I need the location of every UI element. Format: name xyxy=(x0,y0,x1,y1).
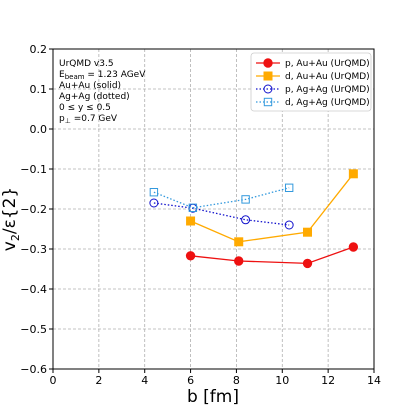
legend-label: d, Au+Au (UrQMD) xyxy=(285,72,370,82)
series-line-0 xyxy=(190,246,354,265)
x-tick-label: 4 xyxy=(141,374,148,387)
data-point xyxy=(284,220,294,230)
series-3 xyxy=(149,183,294,213)
data-point xyxy=(188,203,198,213)
data-point xyxy=(348,242,359,252)
data-point xyxy=(186,216,196,226)
legend-item-3: d, Ag+Ag (UrQMD) xyxy=(256,97,370,108)
legend-item-0: p, Au+Au (UrQMD) xyxy=(256,58,370,69)
annotation: UrQMD v3.5 Ebeam = 1.23 AGeV Au+Au (soli… xyxy=(59,59,146,125)
annotation-line-5: 0 ≤ y ≤ 0.5 xyxy=(59,103,111,113)
series-line-1 xyxy=(190,173,354,243)
legend-box xyxy=(250,52,372,112)
legend-marker xyxy=(263,58,273,68)
legend-item-1: d, Au+Au (UrQMD) xyxy=(256,71,370,82)
y-tick-label: −0.1 xyxy=(20,163,47,176)
data-point xyxy=(241,195,250,204)
y-tick-label: 0.1 xyxy=(30,83,48,96)
data-point xyxy=(303,227,313,237)
y-tick-label: −0.4 xyxy=(20,283,47,296)
annotation-line-6: p⊥ =0.7 GeV xyxy=(59,114,118,125)
x-tick-label: 0 xyxy=(50,374,57,387)
y-tick-label: 0.0 xyxy=(30,123,48,136)
y-tick-label: −0.2 xyxy=(20,203,47,216)
data-point xyxy=(149,198,159,208)
legend-marker xyxy=(263,71,273,81)
series-0 xyxy=(185,242,359,269)
y-axis-label: v2/ε{2} xyxy=(0,187,22,251)
series xyxy=(149,169,359,269)
series-1 xyxy=(186,169,358,247)
y-tick-label: 0.2 xyxy=(30,43,48,56)
x-tick-label: 2 xyxy=(95,374,102,387)
y-tick-label: −0.3 xyxy=(20,243,47,256)
x-axis-label: b [fm] xyxy=(187,387,239,407)
legend: p, Au+Au (UrQMD) d, Au+Au (UrQMD) p, Ag+Ag… xyxy=(250,52,372,112)
data-point xyxy=(234,237,244,247)
legend-label: p, Au+Au (UrQMD) xyxy=(285,59,370,69)
data-point xyxy=(234,256,244,266)
data-point xyxy=(284,183,294,193)
y-tick-label: −0.5 xyxy=(20,323,47,336)
data-point xyxy=(241,215,251,225)
y-tick-label: −0.6 xyxy=(20,363,47,376)
legend-label: d, Ag+Ag (UrQMD) xyxy=(285,98,370,108)
annotation-line-1: UrQMD v3.5 xyxy=(59,59,114,69)
annotation-line-4: Ag+Ag (dotted) xyxy=(59,92,130,102)
legend-marker xyxy=(263,97,273,107)
data-point xyxy=(149,188,159,197)
plot-frame xyxy=(52,48,375,370)
x-tick-label: 8 xyxy=(233,374,240,387)
legend-item-2: p, Ag+Ag (UrQMD) xyxy=(256,84,370,95)
data-point xyxy=(185,251,196,261)
x-tick-label: 12 xyxy=(321,374,335,387)
series-line-3 xyxy=(153,187,290,209)
x-tick-label: 6 xyxy=(187,374,194,387)
series-line-2 xyxy=(153,202,290,226)
annotation-line-2: Ebeam = 1.23 AGeV xyxy=(59,70,146,81)
data-point xyxy=(348,169,358,179)
tick-labels: 0 2 4 6 8 10 12 14 0.2 0.1 0.0 −0.1 −0.2 −0.3 −0.4 −0.5… xyxy=(20,43,381,387)
legend-label: p, Ag+Ag (UrQMD) xyxy=(285,85,370,95)
x-tick-label: 10 xyxy=(275,374,289,387)
x-tick-label: 14 xyxy=(367,374,381,387)
legend-marker xyxy=(263,84,273,94)
annotation-line-3: Au+Au (solid) xyxy=(59,81,121,91)
data-point xyxy=(302,258,313,269)
